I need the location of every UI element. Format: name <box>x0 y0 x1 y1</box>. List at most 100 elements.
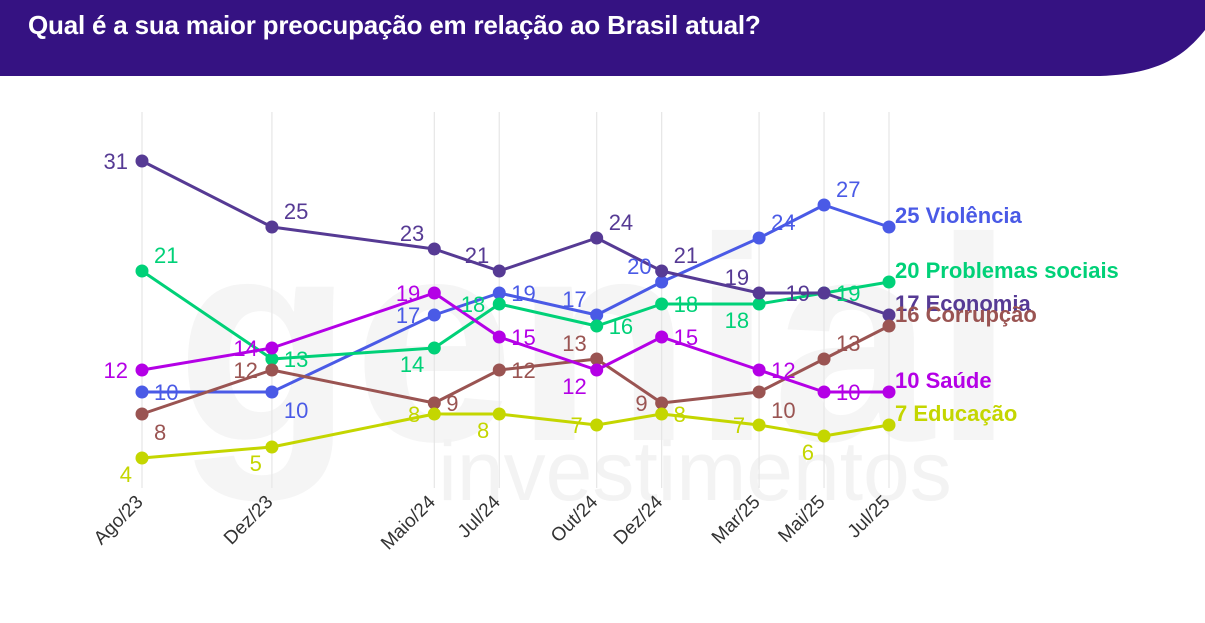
data-label: 13 <box>562 331 586 356</box>
data-point <box>752 297 766 311</box>
data-label: 12 <box>104 358 128 383</box>
series-violência <box>135 198 896 399</box>
data-point <box>135 385 149 399</box>
data-point <box>265 385 279 399</box>
data-label: 10 <box>771 398 795 423</box>
data-point <box>752 363 766 377</box>
data-label: 12 <box>771 358 795 383</box>
data-point <box>882 220 896 234</box>
data-point <box>265 341 279 355</box>
data-point <box>492 264 506 278</box>
data-point <box>590 319 604 333</box>
data-point <box>817 286 831 300</box>
data-point <box>492 363 506 377</box>
data-label: 12 <box>511 358 535 383</box>
data-label: 10 <box>836 380 860 405</box>
data-label: 19 <box>786 281 810 306</box>
data-label: 5 <box>250 451 262 476</box>
data-label: 21 <box>465 243 489 268</box>
data-label: 14 <box>400 352 424 377</box>
data-label: 8 <box>154 420 166 445</box>
data-point <box>427 341 441 355</box>
header-background <box>0 0 1205 76</box>
watermark-sub: investimentos <box>438 424 952 518</box>
data-point <box>882 319 896 333</box>
data-point <box>752 418 766 432</box>
data-label: 10 <box>154 380 178 405</box>
data-label: 7 <box>733 413 745 438</box>
data-label: 19 <box>836 281 860 306</box>
data-point <box>655 407 669 421</box>
data-label: 19 <box>511 281 535 306</box>
data-label: 17 <box>562 287 586 312</box>
data-point <box>427 242 441 256</box>
data-label: 18 <box>725 308 749 333</box>
data-label: 14 <box>233 336 257 361</box>
data-point <box>427 407 441 421</box>
data-point <box>135 264 149 278</box>
data-label: 13 <box>284 347 308 372</box>
data-point <box>427 396 441 410</box>
data-point <box>655 264 669 278</box>
data-label: 18 <box>461 292 485 317</box>
data-point <box>655 396 669 410</box>
data-label: 31 <box>104 149 128 174</box>
data-point <box>752 385 766 399</box>
page-title: Qual é a sua maior preocupação em relaçã… <box>28 10 761 40</box>
data-point <box>492 297 506 311</box>
data-point <box>817 385 831 399</box>
data-label: 9 <box>635 391 647 416</box>
data-label: 8 <box>408 402 420 427</box>
data-point <box>427 308 441 322</box>
data-label: 21 <box>674 243 698 268</box>
data-point <box>882 275 896 289</box>
data-point <box>265 440 279 454</box>
data-point <box>590 418 604 432</box>
data-label: 20 <box>627 254 651 279</box>
data-label: 23 <box>400 221 424 246</box>
data-point <box>882 385 896 399</box>
series-end-label: 16 Corrupção <box>895 302 1037 327</box>
series-layer <box>135 154 896 465</box>
series-end-label: 10 Saúde <box>895 368 992 393</box>
data-point <box>590 352 604 366</box>
data-label: 25 <box>284 199 308 224</box>
data-point <box>135 451 149 465</box>
data-label: 15 <box>511 325 535 350</box>
data-label: 4 <box>120 462 132 487</box>
data-point <box>752 286 766 300</box>
header-bar <box>0 0 1205 76</box>
data-label: 12 <box>233 358 257 383</box>
data-label: 10 <box>284 398 308 423</box>
data-point <box>882 418 896 432</box>
data-label: 8 <box>477 418 489 443</box>
data-point <box>492 407 506 421</box>
data-point <box>590 231 604 245</box>
data-point <box>655 330 669 344</box>
series-economia <box>135 154 896 322</box>
x-tick-label: Ago/23 <box>90 492 147 549</box>
data-label: 9 <box>446 391 458 416</box>
series-end-label: 25 Violência <box>895 203 1023 228</box>
data-label: 19 <box>396 281 420 306</box>
data-label: 27 <box>836 177 860 202</box>
data-label: 17 <box>396 303 420 328</box>
data-label: 15 <box>674 325 698 350</box>
data-point <box>817 429 831 443</box>
data-label: 6 <box>802 440 814 465</box>
series-end-label: 20 Problemas sociais <box>895 258 1119 283</box>
data-label: 13 <box>836 331 860 356</box>
data-label: 16 <box>609 314 633 339</box>
data-label: 24 <box>771 210 795 235</box>
data-label: 18 <box>674 292 698 317</box>
data-point <box>882 308 896 322</box>
data-point <box>265 363 279 377</box>
data-point <box>590 308 604 322</box>
series-end-label: 7 Educação <box>895 401 1017 426</box>
series-problemas-sociais <box>135 264 896 366</box>
data-label: 21 <box>154 243 178 268</box>
data-label: 12 <box>562 374 586 399</box>
data-point <box>655 275 669 289</box>
